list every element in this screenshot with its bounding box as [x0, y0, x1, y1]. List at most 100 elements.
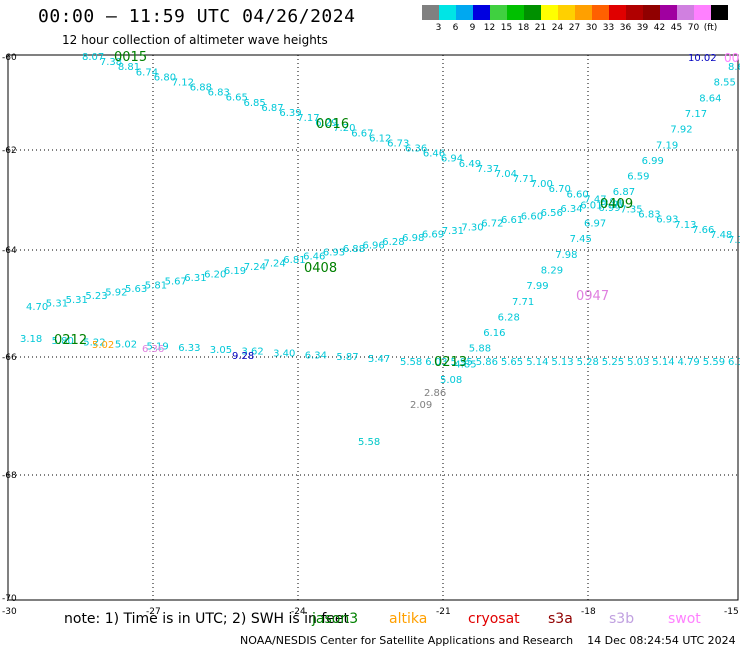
satellite-swot: swot — [668, 611, 701, 627]
swh-value: 6.46 — [303, 251, 325, 262]
legend-tick: 30 — [585, 23, 598, 33]
lat-label: -66 — [2, 353, 17, 363]
swh-value: 3.18 — [20, 334, 42, 345]
legend-swatch — [524, 5, 541, 20]
swh-value: 5.88 — [469, 344, 491, 355]
swh-value-special: 9.28 — [232, 351, 254, 362]
legend-swatch — [660, 5, 677, 20]
legend-tick: 33 — [602, 23, 615, 33]
swh-value: 6.72 — [481, 219, 503, 230]
swh-value: 6.60 — [567, 189, 589, 200]
swh-value: 4.70 — [26, 302, 48, 313]
swh-value: 6.03 — [425, 357, 447, 368]
swh-value: 7.38 — [100, 57, 122, 68]
pass-time-label: 0212 — [54, 333, 87, 348]
swh-value: 7.99 — [526, 281, 548, 292]
swh-value: 6.31 — [184, 273, 206, 284]
swh-value: 6.98 — [402, 233, 424, 244]
legend-tick: 3 — [435, 23, 442, 33]
swh-value: 7.17 — [685, 109, 707, 120]
legend-swatch — [575, 5, 592, 20]
swh-value: 6.87 — [261, 103, 283, 114]
swh-value: 6.93 — [656, 215, 678, 226]
swh-value: 6.96 — [363, 240, 385, 251]
swh-value: 7.00 — [531, 179, 553, 190]
swh-value: 5.25 — [602, 357, 624, 368]
swh-value: 7.48 — [710, 230, 732, 241]
legend-swatch — [473, 5, 490, 20]
swh-value: 4.79 — [678, 357, 700, 368]
legend-swatch — [541, 5, 558, 20]
swh-value: 6.99 — [642, 156, 664, 167]
credit-text: NOAA/NESDIS Center for Satellite Applica… — [240, 634, 574, 647]
lon-label: -18 — [581, 607, 596, 617]
lon-label: -21 — [436, 607, 451, 617]
swh-value: 6.94 — [600, 197, 622, 208]
satellite-s3a: s3a — [548, 611, 573, 627]
swh-value: 6.28 — [498, 312, 520, 323]
swh-value: 5.63 — [125, 284, 147, 295]
swh-value: 6.65 — [226, 93, 248, 104]
swh-value: 6.61 — [501, 215, 523, 226]
swh-value: 6.28 — [382, 237, 404, 248]
swh-value-special: 5.58 — [358, 437, 380, 448]
legend-swatch — [626, 5, 643, 20]
swh-value: 6.73 — [387, 138, 409, 149]
swh-value: 6.59 — [627, 172, 649, 183]
legend-tick: 18 — [517, 23, 530, 33]
swh-value: 8.64 — [699, 93, 721, 104]
lat-label: -62 — [2, 146, 17, 156]
swh-value: 8.29 — [541, 265, 563, 276]
swh-value: 7.12 — [172, 77, 194, 88]
swh-value: 5.59 — [703, 357, 725, 368]
legend-swatch — [694, 5, 711, 20]
swh-value-special: 2.09 — [410, 400, 432, 411]
legend-tick: 21 — [534, 23, 547, 33]
swh-value: 6.49 — [459, 159, 481, 170]
swh-value: 8.81 — [118, 62, 140, 73]
swh-value: 6.94 — [441, 154, 463, 165]
swh-value: 7.98 — [555, 250, 577, 261]
swh-value: 5.67 — [165, 277, 187, 288]
lon-label: -27 — [146, 607, 161, 617]
swh-value: 5.23 — [85, 291, 107, 302]
swh-value: 5.58 — [400, 357, 422, 368]
swh-value: 6.34 — [305, 350, 327, 361]
swh-value: 5.86 — [476, 357, 498, 368]
legend-swatch — [643, 5, 660, 20]
swh-value: 6.29 — [315, 118, 337, 129]
swh-value: 7.24 — [264, 259, 286, 270]
swh-value: 7.3 — [728, 235, 740, 246]
swh-value: 7.31 — [442, 226, 464, 237]
swh-value: 6.20 — [204, 269, 226, 280]
swh-value: 6.3 — [728, 357, 740, 368]
swh-value: 7.04 — [495, 169, 517, 180]
timestamp: 14 Dec 08:24:54 UTC 2024 — [587, 634, 736, 647]
swh-value: 6.19 — [224, 266, 246, 277]
swh-value: 5.95 — [451, 357, 473, 368]
swh-value: 4.85 — [454, 359, 476, 370]
swh-value: 6.87 — [613, 187, 635, 198]
swh-value: 6.85 — [244, 98, 266, 109]
swh-value: 5.22 — [83, 338, 105, 349]
swh-value: 6.80 — [154, 72, 176, 83]
legend-swatch — [456, 5, 473, 20]
swh-value: 6.01 — [580, 201, 602, 212]
swh-value: 7.37 — [477, 164, 499, 175]
legend-tick: 6 — [452, 23, 459, 33]
legend-swatch — [507, 5, 524, 20]
swh-value: 7.47 — [584, 194, 606, 205]
swh-value: 6.88 — [343, 244, 365, 255]
swh-value: 7.17 — [297, 113, 319, 124]
credit-line: NOAA/NESDIS Center for Satellite Applica… — [240, 634, 736, 647]
swh-value: 5.80 — [52, 336, 74, 347]
swh-value: 6.39 — [279, 108, 301, 119]
legend-tick: 42 — [653, 23, 666, 33]
swh-value: 5.65 — [501, 357, 523, 368]
legend-tick: 12 — [483, 23, 496, 33]
swh-value: 5.28 — [577, 357, 599, 368]
swh-value: 7.92 — [670, 125, 692, 136]
legend-tick: 45 — [670, 23, 683, 33]
swh-value: 5.03 — [627, 357, 649, 368]
swh-value-special: 6.36 — [142, 344, 164, 355]
